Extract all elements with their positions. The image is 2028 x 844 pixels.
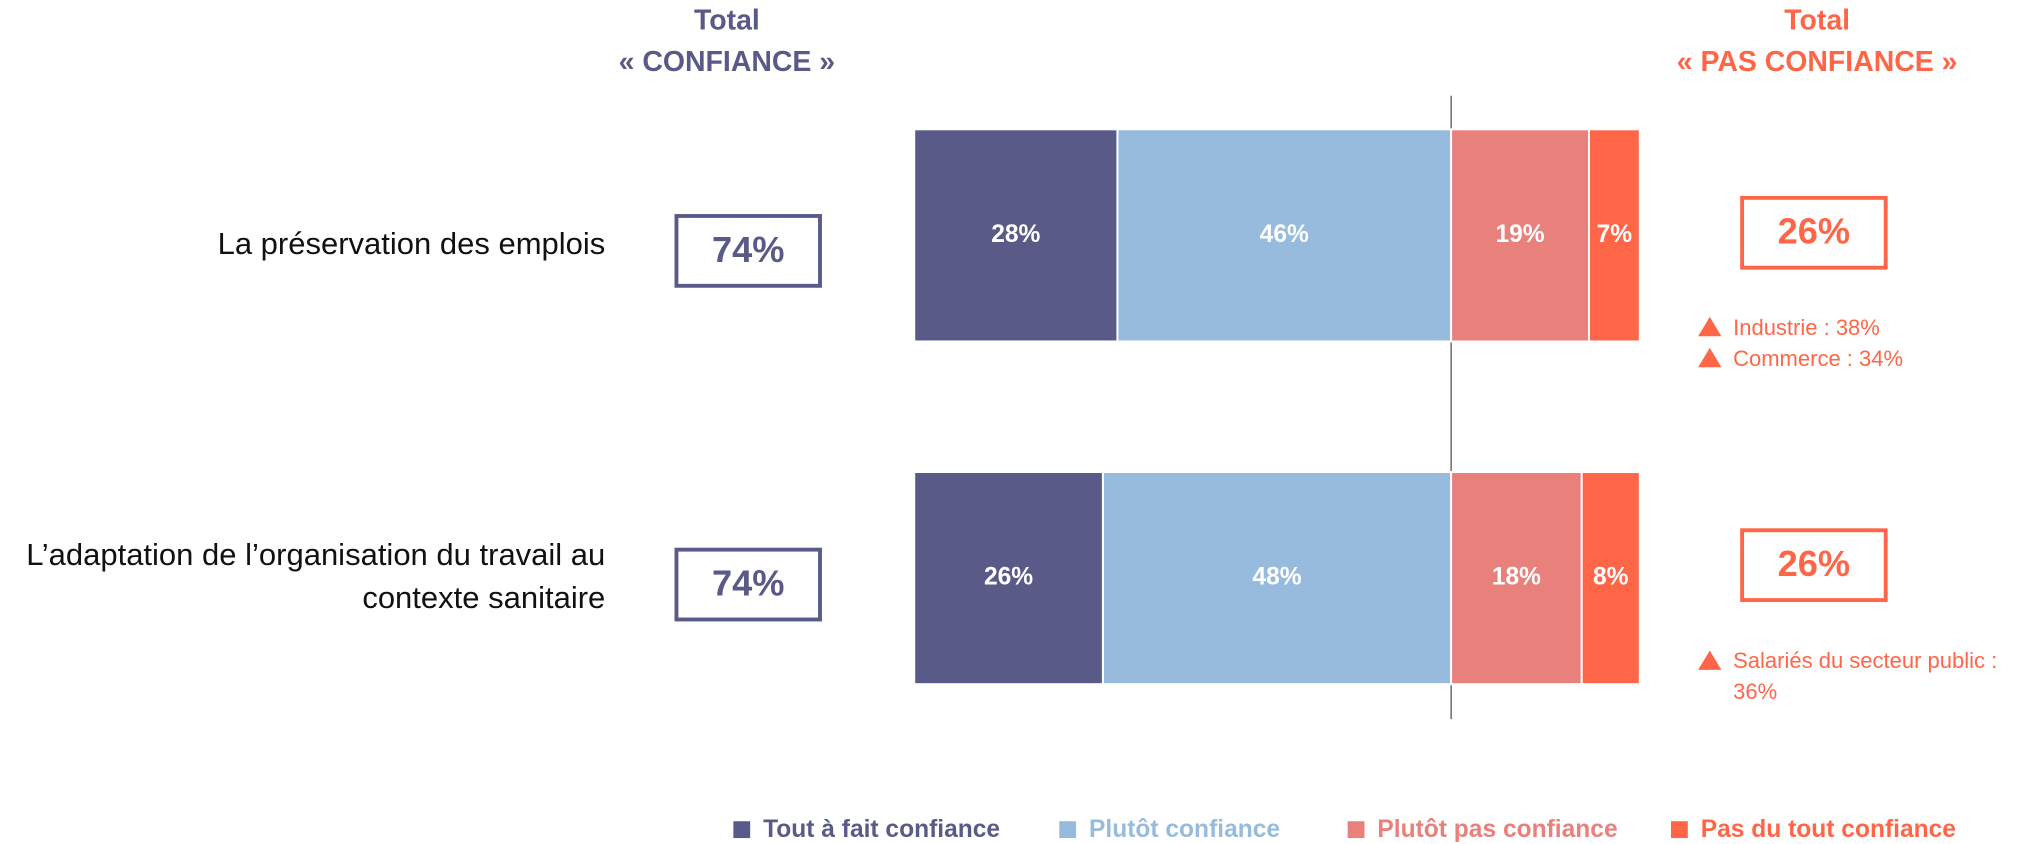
bar-segment — [1580, 471, 1641, 686]
legend-label: Plutôt pas confiance — [1377, 816, 1617, 843]
value-label: 7% — [1597, 221, 1633, 248]
bar-segment — [913, 471, 1104, 686]
up-triangle — [1698, 650, 1722, 670]
total-value: 74% — [712, 229, 784, 270]
header-title: Total — [694, 5, 760, 37]
legend-swatch — [1670, 821, 1688, 839]
legend-label: Plutôt confiance — [1089, 816, 1280, 843]
legend-swatch — [1059, 821, 1077, 839]
legend-label: Tout à fait confiance — [763, 816, 1000, 843]
category-label: L’adaptation de l’organisation du travai… — [26, 536, 606, 615]
up-triangle — [1698, 316, 1722, 337]
value-label: 26% — [984, 564, 1033, 591]
value-label: 8% — [1593, 564, 1629, 591]
bar-segment — [1588, 128, 1641, 343]
total-value: 74% — [712, 562, 784, 603]
annotation: Industrie : 38% — [1733, 314, 1880, 340]
bar-segment — [1450, 128, 1590, 343]
bar-segment — [1450, 471, 1583, 686]
bar-segment — [913, 128, 1119, 343]
value-label: 18% — [1492, 564, 1541, 591]
value-label: 48% — [1252, 564, 1301, 591]
annotation: Salariés du secteur public : 36% — [1733, 648, 1998, 705]
legend-label: Pas du tout confiance — [1701, 816, 1956, 843]
legend-swatch — [733, 821, 751, 839]
total-value: 26% — [1778, 543, 1850, 584]
up-triangle — [1698, 347, 1722, 368]
value-label: 19% — [1495, 221, 1544, 248]
total-box — [674, 214, 822, 288]
category-label: La préservation des emplois — [217, 226, 606, 262]
value-label: 46% — [1260, 221, 1309, 248]
total-value: 26% — [1778, 211, 1850, 252]
legend-swatch — [1347, 821, 1365, 839]
bar-segment — [1116, 128, 1453, 343]
total-box — [1740, 528, 1888, 603]
header-subtitle: « PAS CONFIANCE » — [1677, 46, 1958, 78]
annotation: Commerce : 34% — [1733, 345, 1904, 371]
total-box — [1740, 195, 1888, 270]
total-box — [674, 547, 822, 622]
header-title: Total — [1784, 5, 1850, 37]
value-label: 28% — [991, 221, 1040, 248]
header-subtitle: « CONFIANCE » — [619, 46, 835, 78]
